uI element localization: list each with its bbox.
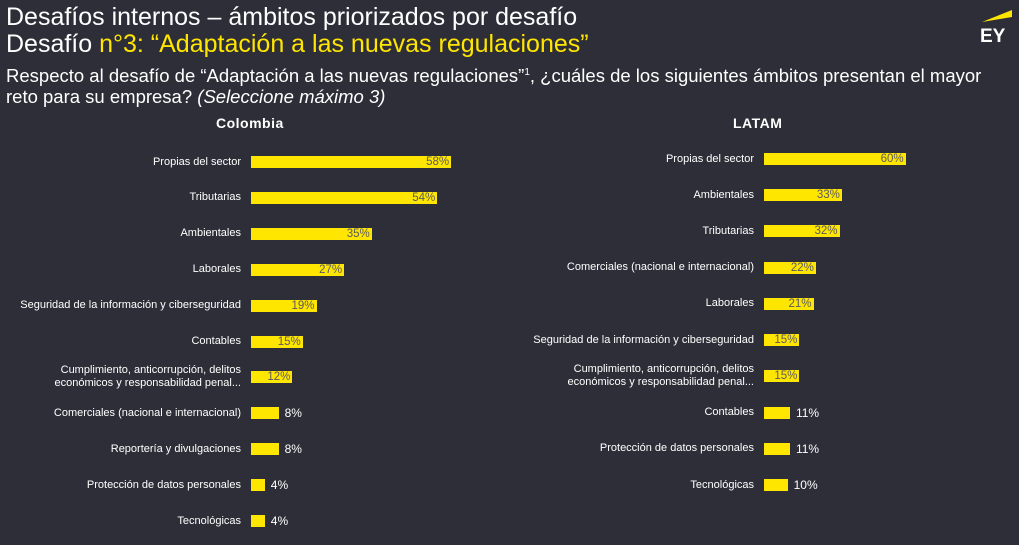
category-label-colombia: Contables: [191, 335, 241, 347]
category-label-colombia: Propias del sector: [152, 155, 241, 168]
data-label-latam: 15%: [774, 334, 798, 347]
category-label-colombia: Comerciales (nacional e internacional): [53, 406, 241, 419]
chart-title-latam: LATAM: [733, 115, 783, 131]
data-label-latam: 11%: [795, 405, 820, 420]
ey-logo-text: EY: [980, 26, 1006, 46]
category-label-colombia: Cumplimiento, anticorrupción, delitos ec…: [54, 364, 241, 390]
bar-colombia: [251, 227, 372, 240]
data-label-latam: 21%: [788, 297, 812, 310]
bar-latam: [764, 442, 790, 455]
data-label-colombia: 4%: [270, 514, 289, 528]
category-label-latam: Ambientales: [693, 188, 754, 201]
question-main: Respecto al desafío de “Adaptación a las…: [6, 65, 525, 87]
bar-latam: [764, 153, 906, 165]
category-label-colombia: Protección de datos personales: [86, 478, 241, 491]
category-label-colombia: Tributarias: [189, 191, 241, 204]
bar-latam: [764, 479, 788, 491]
data-label-colombia: 12%: [267, 371, 291, 384]
data-label-latam: 11%: [795, 441, 820, 456]
category-label-colombia: Reportería y divulgaciones: [110, 442, 241, 455]
question-rest: , ¿cuáles de los siguientes ámbitos pres…: [6, 65, 982, 108]
data-label-colombia: 15%: [277, 335, 301, 348]
bar-latam: [764, 334, 800, 347]
category-label-latam: Laborales: [705, 297, 754, 310]
bar-colombia: [251, 191, 438, 204]
category-label-latam: Protección de datos personales: [599, 442, 754, 455]
data-label-latam: 22%: [790, 261, 814, 274]
subtitle-accent: n°3: “Adaptación a las nuevas regulacion…: [99, 30, 589, 58]
category-label-latam: Tributarias: [702, 224, 754, 237]
chart-title-colombia: Colombia: [216, 115, 284, 131]
bar-latam: [764, 406, 790, 419]
survey-question: Respecto al desafío de “Adaptación a las…: [6, 62, 1006, 107]
question-instruction: (Seleccione máximo 3): [197, 86, 386, 108]
data-label-latam: 15%: [774, 370, 798, 383]
category-label-latam: Tecnológicas: [690, 478, 754, 491]
bar-colombia: [251, 479, 265, 492]
bar-latam: [764, 261, 816, 274]
bar-latam: [764, 189, 842, 202]
data-label-colombia: 19%: [291, 299, 315, 312]
category-label-colombia: Ambientales: [180, 227, 241, 240]
bar-colombia: [251, 443, 279, 456]
data-label-colombia: 58%: [426, 156, 450, 168]
bar-colombia: [251, 407, 279, 420]
bar-latam: [764, 370, 800, 383]
data-label-colombia: 4%: [270, 478, 289, 493]
ey-logo: EY: [980, 10, 1012, 46]
question-footnote: 1: [524, 67, 530, 78]
category-label-colombia: Seguridad de la información y cibersegur…: [20, 299, 241, 312]
category-label-colombia: Tecnológicas: [177, 514, 241, 527]
bar-latam: [764, 225, 840, 238]
category-label-latam: Propias del sector: [665, 152, 754, 165]
data-label-latam: 60%: [880, 153, 904, 165]
data-label-latam: 32%: [814, 225, 838, 238]
bar-colombia: [251, 299, 317, 312]
bar-colombia: [251, 371, 293, 384]
data-label-colombia: 27%: [319, 263, 343, 276]
bar-colombia: [251, 263, 345, 276]
data-label-colombia: 35%: [346, 227, 370, 240]
subtitle-prefix: Desafío: [6, 30, 100, 58]
category-label-colombia: Laborales: [192, 263, 241, 276]
ey-logo-beam: [982, 10, 1012, 22]
category-label-latam: Comerciales (nacional e internacional): [566, 261, 754, 274]
data-label-latam: 33%: [816, 189, 840, 202]
category-label-latam: Contables: [704, 406, 754, 419]
data-label-latam: 10%: [793, 478, 818, 492]
bar-colombia: [251, 335, 303, 348]
bar-colombia: [251, 515, 265, 527]
data-label-colombia: 8%: [284, 442, 302, 457]
category-label-latam: Cumplimiento, anticorrupción, delitos ec…: [567, 363, 754, 389]
page-subtitle: Desafío n°3: “Adaptación a las nuevas re…: [6, 30, 589, 59]
page-title: Desafíos internos – ámbitos priorizados …: [6, 3, 578, 31]
data-label-colombia: 54%: [412, 191, 436, 204]
bar-latam: [764, 297, 814, 310]
data-label-colombia: 8%: [284, 406, 302, 421]
bar-colombia: [251, 156, 452, 168]
category-label-latam: Seguridad de la información y cibersegur…: [533, 333, 754, 346]
